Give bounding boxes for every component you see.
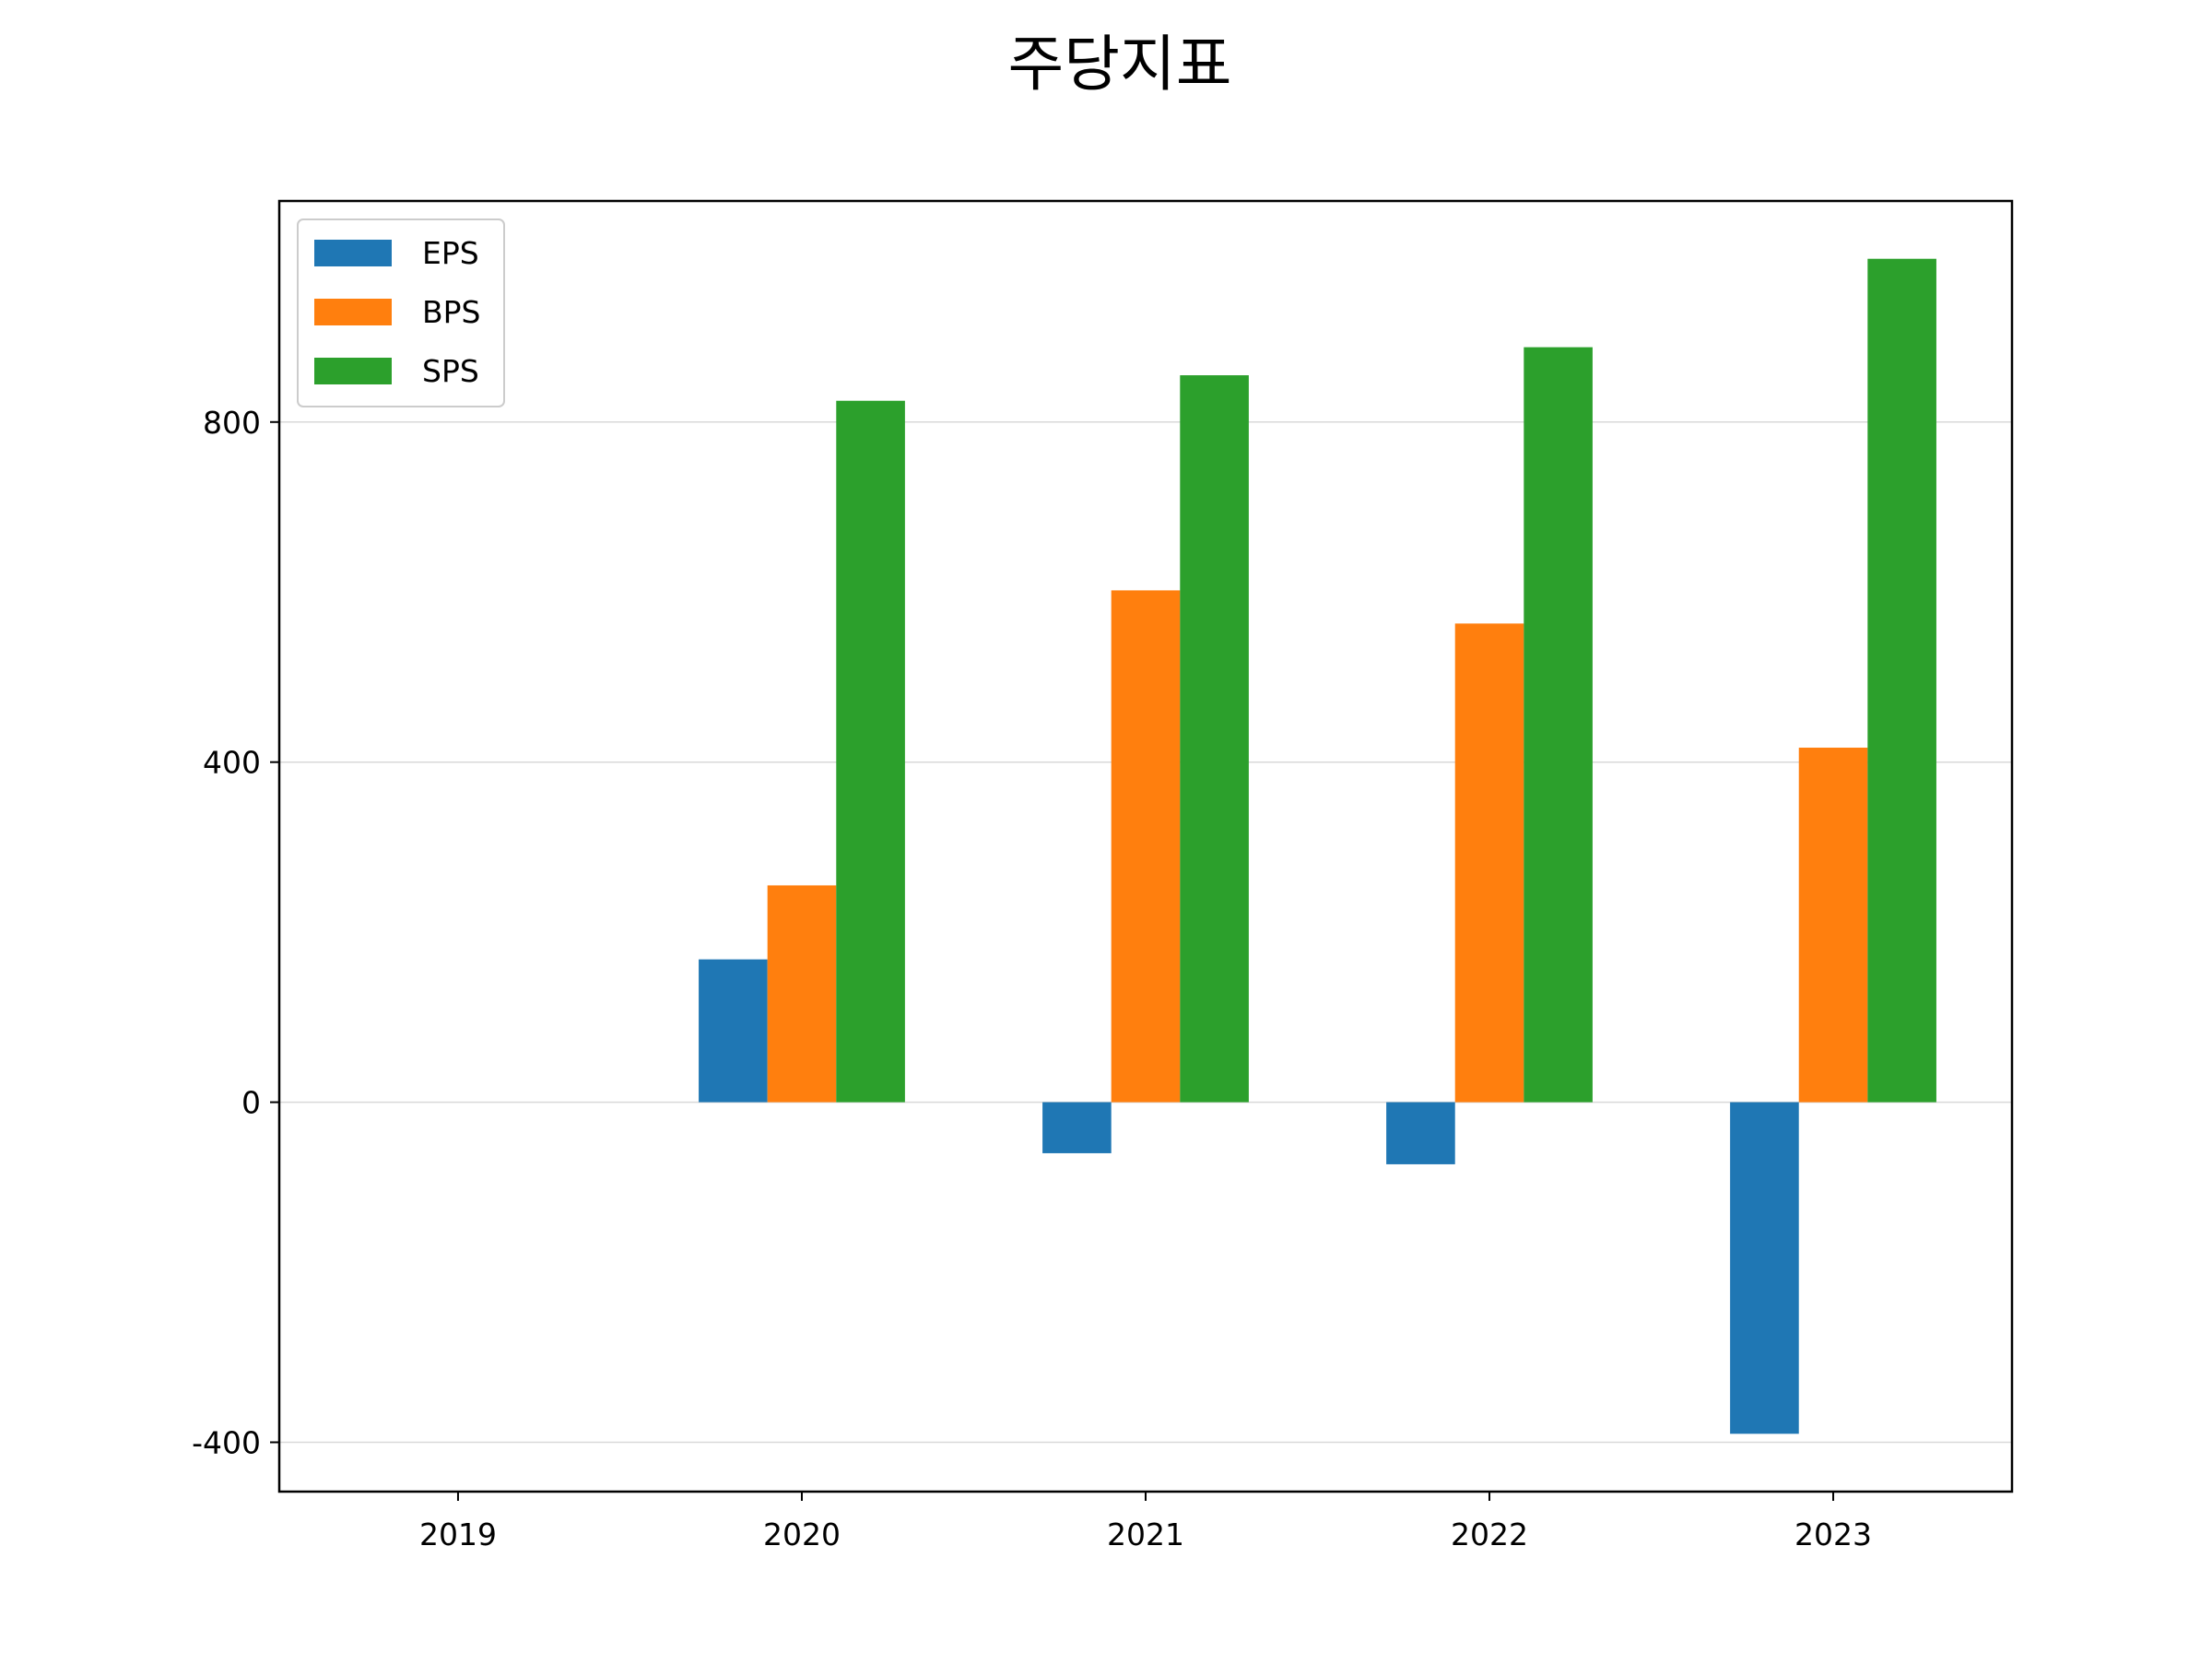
bar-eps-2021: [1042, 1102, 1112, 1153]
bar-bps-2023: [1798, 748, 1868, 1103]
bar-bps-2022: [1454, 623, 1524, 1103]
bar-eps-2020: [699, 959, 768, 1103]
bar-bps-2020: [767, 885, 837, 1103]
legend-swatch-sps: [314, 358, 392, 384]
legend: EPS BPS SPS: [297, 218, 505, 407]
bar-eps-2022: [1386, 1102, 1455, 1164]
legend-swatch-bps: [314, 299, 392, 325]
y-tick-label: -400: [192, 1425, 261, 1461]
x-tick-label: 2022: [1451, 1516, 1528, 1552]
legend-label-sps: SPS: [422, 353, 479, 389]
y-tick-label: 400: [203, 745, 261, 781]
bar-bps-2021: [1111, 590, 1181, 1103]
legend-label-bps: BPS: [422, 294, 481, 330]
x-axis: 2019 2020 2021 2022 2023: [419, 1492, 1872, 1552]
bar-sps-2022: [1524, 347, 1593, 1103]
y-tick-label: 0: [241, 1085, 261, 1121]
bar-eps-2023: [1730, 1102, 1799, 1434]
y-tick-label: 800: [203, 405, 261, 441]
x-tick-label: 2023: [1794, 1516, 1872, 1552]
x-tick-label: 2021: [1107, 1516, 1184, 1552]
y-axis: -400 0 400 800: [192, 405, 279, 1461]
x-tick-label: 2019: [419, 1516, 497, 1552]
bar-sps-2020: [836, 400, 905, 1103]
bars: [699, 258, 1936, 1434]
chart-title: 주당지표: [1008, 29, 1232, 100]
bar-sps-2021: [1180, 375, 1249, 1103]
x-tick-label: 2020: [763, 1516, 841, 1552]
bar-sps-2023: [1867, 258, 1936, 1103]
legend-swatch-eps: [314, 240, 392, 266]
legend-label-eps: EPS: [422, 235, 479, 271]
